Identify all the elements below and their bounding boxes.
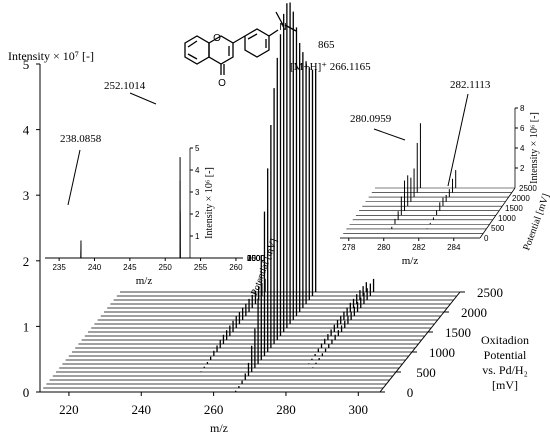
inset-z-tick-label: 2 <box>520 164 525 173</box>
inset-left: 235 240 245 250 255 2600500100015002000250012… <box>45 80 280 297</box>
inset-peak-arrow-280 <box>373 128 406 141</box>
inset-y-tick-label: 0 <box>484 234 489 243</box>
molecule-atom-o1: O <box>213 33 221 44</box>
inset-y-tick-label: 500 <box>247 254 261 263</box>
inset-x-label: m/z <box>136 275 153 287</box>
y-axis-label-line-2: Potential <box>484 348 527 362</box>
x-tick-label: 220 <box>59 402 79 417</box>
y-axis-line <box>379 291 461 393</box>
z-tick-label: 1 <box>23 319 30 334</box>
inset-x-tick-label: 240 <box>88 263 102 272</box>
inset-z-tick-label: 2 <box>195 210 200 219</box>
y-tick-label: 1500 <box>445 325 471 340</box>
inset-y-tick-label: 1500 <box>505 204 523 213</box>
y-tick-label: 2500 <box>477 285 503 300</box>
inset-peak-label-238: 238.0858 <box>60 133 102 145</box>
inset-x-tick-label: 250 <box>159 263 173 272</box>
inset-y-tick-label: 2000 <box>247 254 265 263</box>
inset-y-tick-label: 2000 <box>512 194 530 203</box>
y-axis-label: Oxitadion Potential vs. Pd/H₂ [mV] <box>481 333 529 392</box>
molecule-atom-o2: O <box>218 78 226 89</box>
y-axis-label-line-4: [mV] <box>492 378 518 392</box>
inset-peak-label-252: 252.1014 <box>104 80 146 92</box>
inset-y-tick-label: 1000 <box>498 214 516 223</box>
main-peak-label: [M+H]⁺ 266.1165 <box>290 61 371 73</box>
inset-y-tick-label: 2500 <box>247 254 265 263</box>
inset-x-tick-label: 282 <box>412 243 426 252</box>
inset-y-tick-label: 0 <box>247 254 252 263</box>
inset-z-tick-label: 6 <box>520 124 525 133</box>
y-tick-label: 0 <box>407 385 414 400</box>
inset-y-axis <box>479 187 516 239</box>
inset-z-label: Intensity × 10⁶ [-] <box>529 112 540 184</box>
y-axis-label-line-3: vs. Pd/H₂ <box>482 363 528 377</box>
inset-x-tick-label: 280 <box>377 243 391 252</box>
inset-peak-arrow-238 <box>67 149 81 206</box>
x-axis-label: m/z <box>210 421 228 435</box>
inset-y-tick-label: 1500 <box>247 254 265 263</box>
compound-number: 865 <box>318 39 335 51</box>
inset-x-tick-label: 260 <box>229 263 243 272</box>
inset-z-tick-label: 1 <box>195 232 200 241</box>
inset-y-tick-label: 1000 <box>247 254 265 263</box>
inset-x-label: m/z <box>402 255 419 267</box>
x-tick-label: 300 <box>349 402 369 417</box>
y-axis-label-line-1: Oxitadion <box>481 333 529 347</box>
inset-z-tick-label: 5 <box>195 144 200 153</box>
z-tick-label: 5 <box>23 57 30 72</box>
y-tick-label: 500 <box>416 365 436 380</box>
z-tick-label: 3 <box>23 188 30 203</box>
z-tick-label: 0 <box>23 385 30 400</box>
inset-peak-arrow-252 <box>129 92 157 105</box>
z-tick-label: 2 <box>23 254 30 269</box>
inset-peak-label-282: 282.1113 <box>450 79 491 91</box>
x-tick-label: 260 <box>204 402 224 417</box>
inset-y-tick-label: 500 <box>491 224 505 233</box>
z-tick-label: 4 <box>23 123 30 138</box>
x-tick-label: 280 <box>276 402 296 417</box>
inset-x-tick-label: 278 <box>342 243 356 252</box>
inset-z-tick-label: 8 <box>520 104 525 113</box>
inset-z-tick-label: 4 <box>520 144 525 153</box>
inset-z-tick-label: 3 <box>195 188 200 197</box>
y-tick-label: 2000 <box>461 305 487 320</box>
inset-x-tick-label: 284 <box>447 243 461 252</box>
molecule-atom-n: N <box>279 22 286 33</box>
inset-peak-arrow-282 <box>447 93 469 187</box>
inset-x-tick-label: 235 <box>52 263 66 272</box>
inset-peak-label-280: 280.0959 <box>350 113 392 125</box>
molecule-structure <box>184 11 297 75</box>
inset-z-label: Intensity × 10⁶ [-] <box>204 167 215 239</box>
z-axis-label: Intensity × 10⁷ [-] <box>8 49 94 63</box>
y-tick-label: 1000 <box>429 345 455 360</box>
main-traces <box>40 2 460 393</box>
x-tick-label: 240 <box>132 402 152 417</box>
inset-y-tick-label: 2500 <box>519 184 537 193</box>
inset-x-tick-label: 245 <box>123 263 137 272</box>
inset-x-tick-label: 255 <box>194 263 208 272</box>
inset-z-tick-label: 4 <box>195 166 200 175</box>
